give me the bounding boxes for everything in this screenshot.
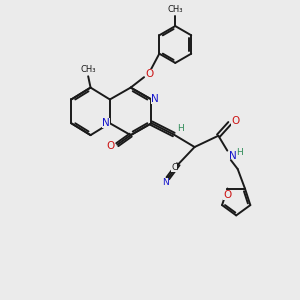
Text: C: C xyxy=(171,163,178,172)
Text: H: H xyxy=(177,124,184,133)
Text: O: O xyxy=(146,69,154,79)
Text: N: N xyxy=(162,178,169,187)
Text: O: O xyxy=(232,116,240,126)
Text: O: O xyxy=(106,141,115,151)
Text: N: N xyxy=(229,151,236,161)
Text: CH₃: CH₃ xyxy=(167,4,183,14)
Text: N: N xyxy=(102,118,110,128)
Text: CH₃: CH₃ xyxy=(80,65,96,74)
Text: N: N xyxy=(152,94,159,104)
Text: H: H xyxy=(236,148,243,158)
Text: O: O xyxy=(223,190,232,200)
